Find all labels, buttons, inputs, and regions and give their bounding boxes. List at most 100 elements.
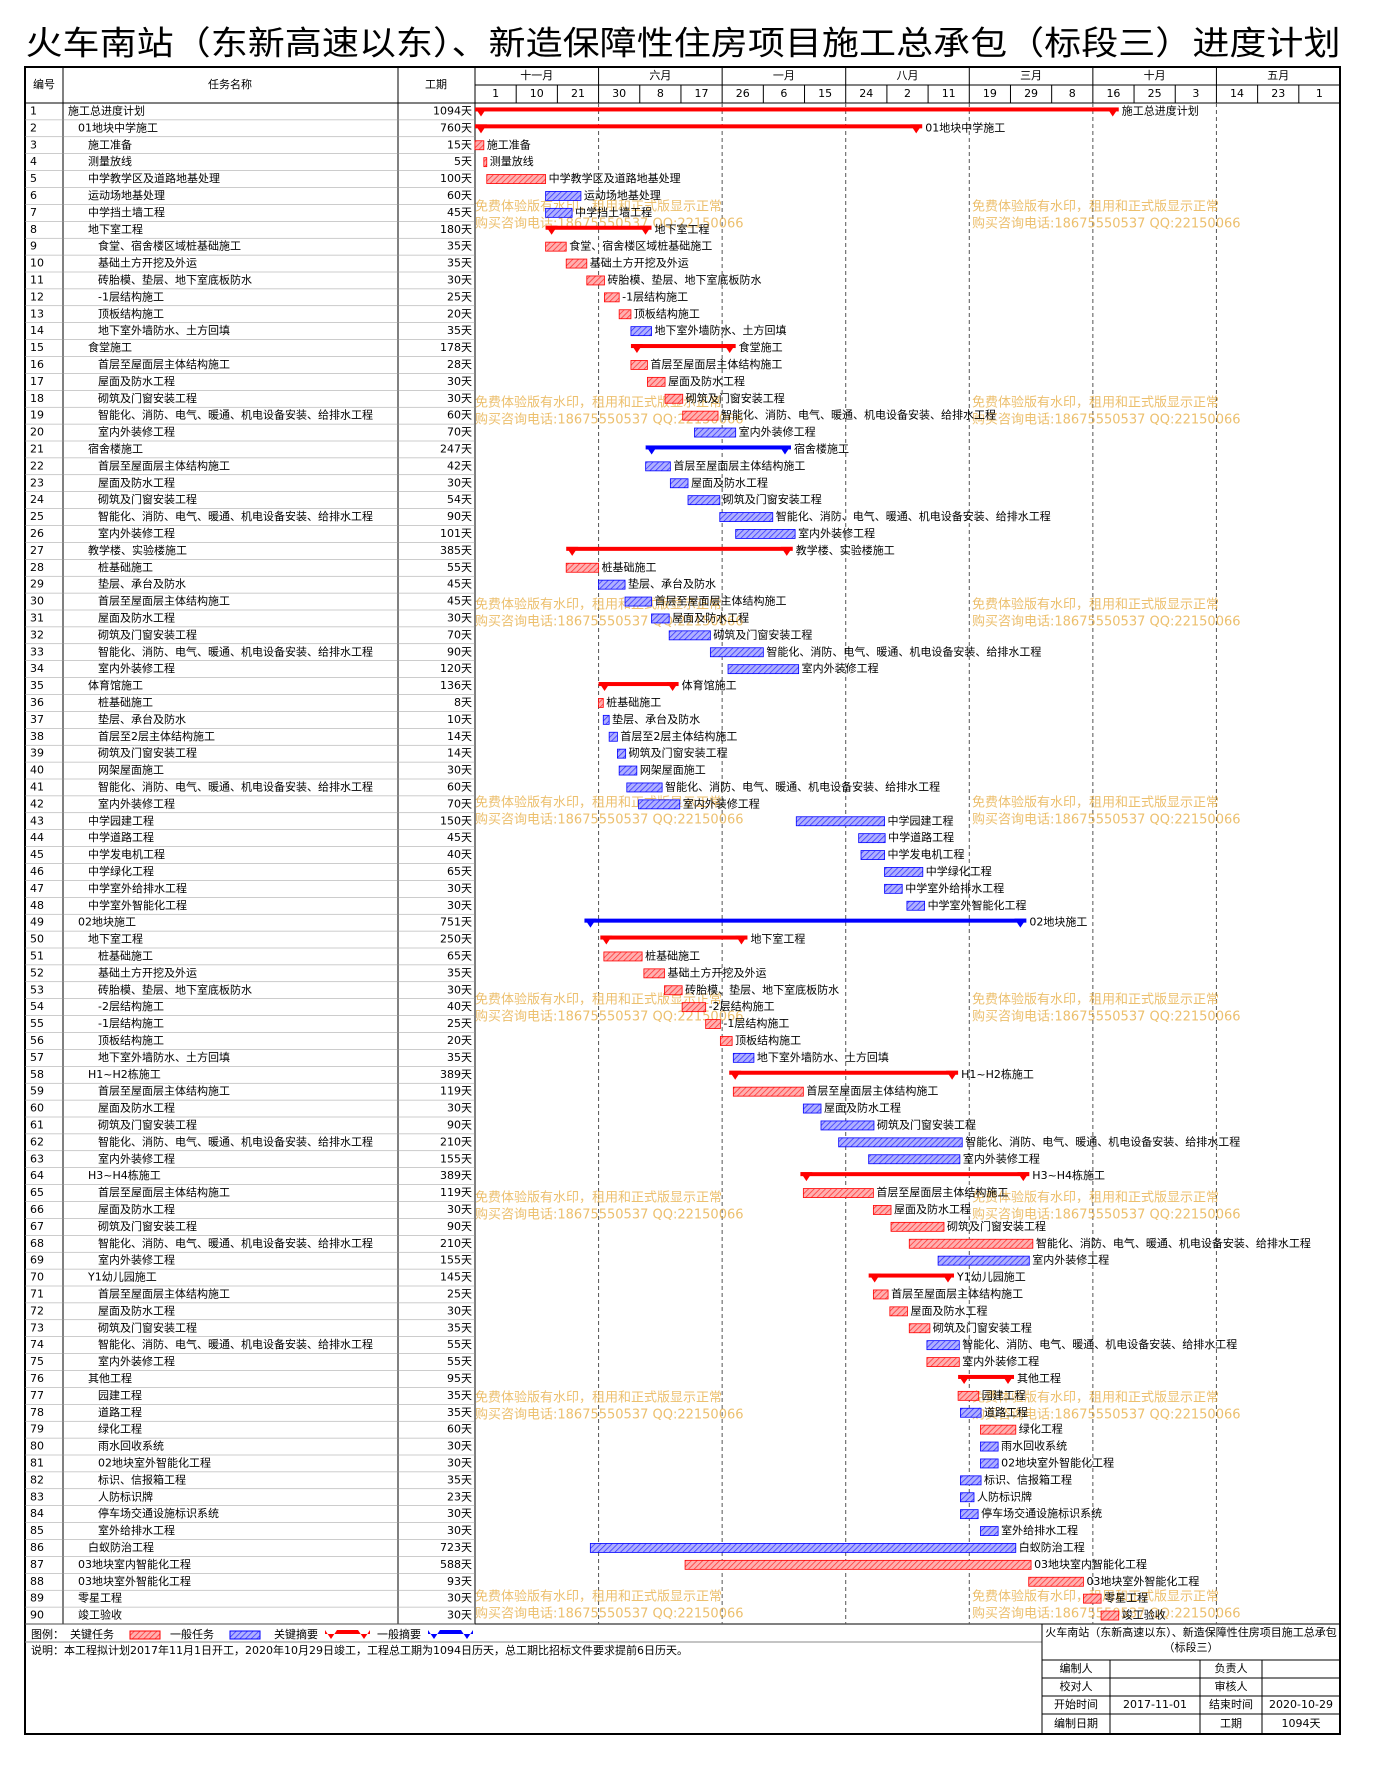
task-name: 02地块施工	[78, 916, 136, 929]
bar-label: 砌筑及门窗安装工程	[947, 1219, 1046, 1233]
bar-label: 施工准备	[487, 137, 531, 151]
task-name: 02地块室外智能化工程	[98, 1455, 211, 1469]
day-label: 6	[780, 87, 787, 100]
bar-label: 砌筑及门窗安装工程	[723, 492, 822, 506]
task-bar	[802, 1188, 874, 1198]
bar-label: 中学发电机工程	[888, 847, 965, 861]
task-id: 38	[30, 730, 44, 743]
day-label: 17	[695, 87, 709, 100]
month-label: 五月	[1267, 69, 1289, 82]
bar-label: 绿化工程	[1019, 1422, 1063, 1436]
task-duration: 42天	[447, 459, 472, 472]
task-name: 砌筑及门窗安装工程	[98, 627, 197, 641]
task-duration: 14天	[447, 747, 472, 760]
header-duration: 工期	[425, 78, 447, 91]
task-id: 62	[30, 1135, 44, 1148]
task-name: 施工总进度计划	[68, 103, 145, 117]
task-duration: 95天	[447, 1372, 472, 1385]
task-name: 屋面及防水工程	[98, 1303, 175, 1317]
task-duration: 45天	[447, 206, 472, 219]
day-label: 8	[657, 87, 664, 100]
task-bar	[906, 900, 925, 911]
summary-bar	[545, 225, 652, 230]
month-label: 十月	[1144, 68, 1166, 82]
task-id: 26	[30, 527, 44, 540]
task-id: 59	[30, 1085, 44, 1098]
summary-end	[958, 1374, 1015, 1384]
info-value: 2017-11-01	[1123, 1698, 1187, 1711]
info-label: 编制日期	[1054, 1716, 1098, 1730]
bar-label: 地下室外墙防水、土方回填	[655, 323, 787, 337]
task-bar	[709, 647, 764, 658]
bar-label: 首层至2层主体结构施工	[620, 729, 737, 743]
bar-label: 中学室外给排水工程	[905, 881, 1004, 895]
task-name: -1层结构施工	[98, 1016, 164, 1030]
watermark: 购买咨询电话:18675550537 QQ:22150066	[972, 1207, 1241, 1223]
day-label: 26	[736, 87, 750, 100]
task-id: 44	[30, 831, 44, 844]
task-bar	[960, 1407, 982, 1418]
task-name: 顶板结构施工	[98, 306, 164, 320]
task-name: 测量放线	[88, 154, 132, 168]
task-bar	[618, 309, 632, 320]
task-bar	[630, 326, 652, 337]
info-label: 工期	[1220, 1717, 1242, 1730]
bar-label: 顶板结构施工	[634, 306, 700, 320]
watermark: 免费体验版有水印，租用和正式版显示正常	[972, 1390, 1219, 1406]
task-id: 20	[30, 426, 44, 439]
task-duration: 30天	[447, 1203, 472, 1216]
task-bar	[889, 1306, 908, 1317]
bar-label: -2层结构施工	[709, 999, 775, 1013]
watermark: 购买咨询电话:18675550537 QQ:22150066	[972, 1009, 1241, 1025]
bar-label: 智能化、消防、电气、暖通、机电设备安装、给排水工程	[721, 408, 996, 422]
watermark: 免费体验版有水印，租用和正式版显示正常	[475, 1589, 722, 1605]
task-id: 79	[30, 1423, 44, 1436]
task-id: 34	[30, 662, 44, 675]
task-bar	[908, 1238, 1034, 1249]
task-duration: 60天	[447, 189, 472, 202]
task-bar	[926, 1357, 960, 1367]
day-label: 1	[492, 87, 499, 100]
task-name: 中学绿化工程	[88, 864, 154, 878]
watermark: 免费体验版有水印，租用和正式版显示正常	[475, 395, 722, 411]
task-bar	[483, 157, 488, 168]
task-duration: 55天	[447, 561, 472, 574]
task-bar	[608, 731, 618, 742]
bar-label: 体育馆施工	[682, 678, 737, 692]
task-duration: 40天	[447, 848, 472, 861]
task-id: 81	[30, 1456, 44, 1469]
task-bar	[682, 410, 719, 421]
task-duration: 155天	[440, 1254, 472, 1267]
task-name: 智能化、消防、电气、暖通、机电设备安装、给排水工程	[98, 1337, 373, 1351]
task-id: 21	[30, 442, 44, 455]
bar-label: 智能化、消防、电气、暖通、机电设备安装、给排水工程	[766, 644, 1041, 658]
task-id: 67	[30, 1220, 44, 1233]
task-bar	[926, 1340, 960, 1351]
task-name: 01地块中学施工	[78, 120, 158, 134]
bar-label: 首层至屋面层主体结构施工	[650, 357, 782, 371]
bar-label: 宿舍楼施工	[794, 441, 849, 455]
bar-label: 网架屋面施工	[640, 764, 706, 777]
task-name: 首层至屋面层主体结构施工	[98, 1185, 230, 1199]
day-label: 3	[1192, 87, 1199, 100]
bar-label: 基础土方开挖及外运	[590, 256, 689, 270]
task-id: 16	[30, 358, 44, 371]
task-id: 53	[30, 983, 44, 996]
watermark: 免费体验版有水印，租用和正式版显示正常	[475, 992, 722, 1008]
bar-label: 顶板结构施工	[735, 1033, 801, 1047]
bar-label: 砌筑及门窗安装工程	[686, 391, 785, 405]
task-id: 52	[30, 966, 44, 979]
info-value: 1094天	[1282, 1717, 1321, 1730]
bar-label: 其他工程	[1017, 1372, 1061, 1385]
task-duration: 90天	[447, 510, 472, 523]
summary-bar	[800, 1172, 1030, 1177]
bar-label: 室内外装修工程	[683, 796, 760, 810]
summary-bar	[584, 918, 1027, 923]
task-bar	[820, 1120, 875, 1131]
task-name: 首层至屋面层主体结构施工	[98, 357, 230, 371]
bar-label: 砌筑及门窗安装工程	[713, 627, 812, 641]
task-id: 55	[30, 1017, 44, 1030]
day-label: 19	[983, 87, 997, 100]
bar-label: 室内外装修工程	[739, 425, 816, 439]
info-title: 火车南站（东新高速以东）、新造保障性住房项目施工总承包（标段三）	[1045, 1626, 1337, 1654]
